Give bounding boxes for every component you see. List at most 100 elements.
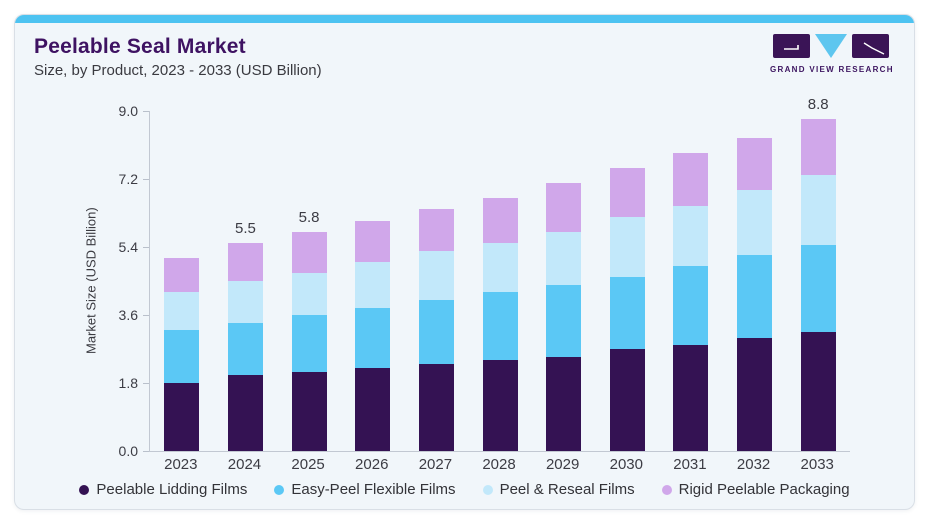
x-axis-label: 2026 <box>355 456 389 473</box>
bar-segment <box>546 356 582 451</box>
legend-item: Peel & Reseal Films <box>482 481 635 499</box>
y-tick-label: 1.8 <box>118 375 138 391</box>
bar-stack <box>418 209 454 451</box>
bar-column-2026 <box>341 111 405 451</box>
bar-stack <box>355 220 391 451</box>
logo-shapes <box>770 34 892 60</box>
bar-segment <box>482 292 518 361</box>
legend-label: Easy-Peel Flexible Films <box>291 481 456 498</box>
bar-segment <box>227 322 263 376</box>
legend-item: Peelable Lidding Films <box>79 481 247 499</box>
logo-r-block-icon <box>852 34 889 58</box>
bar-segment <box>546 182 582 232</box>
bar-stack <box>482 197 518 451</box>
bar-segment <box>609 167 645 217</box>
x-axis-label: 2031 <box>673 456 707 473</box>
bar-segment <box>227 280 263 323</box>
chart-header: Peelable Seal Market Size, by Product, 2… <box>34 35 322 80</box>
logo-g-block-icon <box>773 34 810 58</box>
bar-segment <box>737 337 773 451</box>
bar-segment <box>291 315 327 372</box>
bar-stack <box>164 258 200 451</box>
legend-label: Rigid Peelable Packaging <box>678 481 850 498</box>
logo-g-glyph <box>784 45 799 50</box>
bar-segment <box>164 258 200 293</box>
logo-text: GRAND VIEW RESEARCH <box>770 65 894 74</box>
bar-stack <box>800 118 836 451</box>
legend-dot-icon <box>482 485 493 495</box>
legend-item: Easy-Peel Flexible Films <box>274 481 456 499</box>
bar-segment <box>227 243 263 281</box>
bar-segment <box>737 190 773 255</box>
x-axis-label: 2027 <box>418 456 453 473</box>
bar-segment <box>673 152 709 206</box>
logo-v-triangle-icon <box>815 34 847 58</box>
bar-segment <box>164 330 200 383</box>
bar-segment <box>355 220 391 263</box>
y-axis-tick <box>143 314 149 316</box>
bar-segment <box>673 345 709 451</box>
x-axis-label: 2032 <box>736 456 771 473</box>
bar-segment <box>800 332 836 451</box>
bar-segment <box>291 273 327 316</box>
x-axis-label: 2029 <box>545 456 580 473</box>
y-axis-tick <box>143 178 149 180</box>
bar-segment <box>418 299 454 365</box>
bar-segment <box>546 231 582 285</box>
y-tick-label: 9.0 <box>118 103 138 119</box>
y-axis-tick <box>143 246 149 248</box>
y-axis-title: Market Size (USD Billion) <box>83 207 99 355</box>
bar-stack <box>737 137 773 451</box>
bar-segment <box>291 371 327 451</box>
bar-stack <box>546 182 582 451</box>
logo-r-glyph <box>863 42 885 55</box>
x-labels-row: 2023 2024 2025 2026 2027 2028 2029 2030 2031 2032… <box>149 456 849 473</box>
bar-stack <box>673 152 709 451</box>
x-axis-label: 2025 <box>291 456 325 473</box>
bar-column-2028 <box>468 111 532 451</box>
bar-segment <box>800 245 836 332</box>
bar-column-2025: 5.8 <box>277 111 341 451</box>
legend-dot-icon <box>274 485 285 495</box>
legend-item: Rigid Peelable Packaging <box>661 481 850 499</box>
bar-stack <box>291 231 327 451</box>
bar-column-2023 <box>150 111 214 451</box>
bar-total-label: 8.8 <box>807 95 829 113</box>
y-axis-tick <box>143 110 149 112</box>
bar-segment <box>673 265 709 346</box>
bar-segment <box>164 292 200 331</box>
bar-segment <box>291 231 327 274</box>
bar-segment <box>482 243 518 293</box>
y-tick-label: 0.0 <box>118 443 138 459</box>
bar-segment <box>800 118 836 176</box>
y-tick-label: 7.2 <box>118 171 138 187</box>
x-axis-label: 2024 <box>227 456 262 473</box>
legend-label: Peel & Reseal Films <box>499 481 635 498</box>
page-subtitle: Size, by Product, 2023 - 2033 (USD Billi… <box>34 62 322 79</box>
x-axis-label: 2028 <box>482 456 516 473</box>
bar-segment <box>737 254 773 338</box>
bar-segment <box>609 349 645 451</box>
bar-column-2031 <box>659 111 723 451</box>
bar-segment <box>355 262 391 308</box>
bar-stack <box>609 167 645 451</box>
bars-row: 5.5 5.8 8.8 <box>150 96 850 451</box>
bar-segment <box>482 197 518 244</box>
bar-segment <box>546 284 582 357</box>
bar-segment <box>609 216 645 278</box>
legend-label: Peelable Lidding Films <box>96 481 248 498</box>
legend: Peelable Lidding Films Easy-Peel Flexible… <box>15 481 914 499</box>
bar-column-2030 <box>595 111 659 451</box>
grand-view-research-logo: GRAND VIEW RESEARCH <box>770 34 894 74</box>
bar-segment <box>355 367 391 451</box>
y-axis-tick <box>143 382 149 384</box>
bar-segment <box>355 307 391 368</box>
bar-segment <box>418 250 454 300</box>
bar-segment <box>227 375 263 451</box>
bar-column-2029 <box>532 111 596 451</box>
x-axis-label: 2033 <box>800 456 834 473</box>
bar-segment <box>418 209 454 251</box>
legend-dot-icon <box>79 485 90 495</box>
report-card: Peelable Seal Market Size, by Product, 2… <box>14 14 915 510</box>
bar-total-label: 5.8 <box>298 208 320 226</box>
